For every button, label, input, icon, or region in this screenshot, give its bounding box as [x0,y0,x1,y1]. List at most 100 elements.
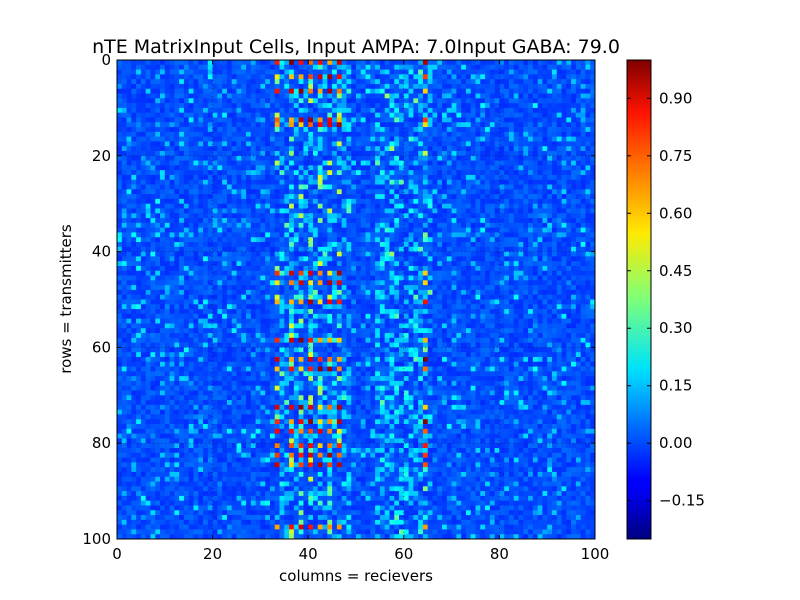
heatmap-cell [356,289,362,296]
heatmap-cell [408,256,414,262]
heatmap-cell [203,160,209,166]
heatmap-cell [451,280,457,286]
heatmap-cell [399,246,405,252]
heatmap-cell [494,237,500,243]
heatmap-cell [461,246,467,252]
heatmap-cell [399,208,405,214]
heatmap-cell [566,98,572,104]
heatmap-cell [231,289,237,296]
heatmap-cell [212,103,218,109]
heatmap-cell [528,117,534,123]
heatmap-cell [289,112,295,118]
heatmap-cell [284,117,290,123]
heatmap-cell [246,198,252,205]
heatmap-cell [470,270,476,276]
heatmap-cell [470,64,476,70]
heatmap-cell [465,203,472,209]
heatmap-cell [375,141,381,147]
heatmap-cell [513,151,519,157]
heatmap-cell [174,179,180,185]
heatmap-cell [207,131,213,137]
heatmap-cell [145,64,151,70]
heatmap-cell [279,218,285,224]
heatmap-cell [523,151,529,157]
heatmap-cell [179,155,185,161]
heatmap-cell [284,294,290,300]
heatmap-cell [246,222,252,228]
heatmap-cell [188,222,194,228]
heatmap-cell [523,194,529,200]
heatmap-cell [494,198,500,205]
heatmap-cell [384,218,390,224]
heatmap-cell [408,83,414,90]
heatmap-cell [504,256,510,262]
heatmap-cell [327,79,333,85]
heatmap-cell [456,189,462,195]
heatmap-cell [360,64,366,70]
heatmap-cell [551,237,558,243]
heatmap-cell [456,141,462,147]
heatmap-cell [246,146,252,152]
heatmap-cell [561,232,567,238]
heatmap-cell [222,285,228,291]
heatmap-cell [513,270,519,276]
heatmap-cell [231,107,237,114]
heatmap-cell [332,246,338,252]
heatmap-cell [403,256,409,262]
heatmap-cell [585,64,591,70]
heatmap-cell [293,256,299,262]
heatmap-cell [508,69,515,75]
heatmap-cell [365,69,371,75]
heatmap-cell [532,60,538,66]
heatmap-cell [389,280,395,286]
heatmap-cell [155,189,161,195]
heatmap-cell [523,155,529,161]
heatmap-cell [485,261,491,267]
heatmap-cell [160,251,166,257]
heatmap-cell [308,160,314,166]
heatmap-cell [494,146,500,152]
heatmap-cell [351,237,357,243]
heatmap-cell [408,141,414,147]
heatmap-cell [480,60,486,66]
heatmap-cell [308,136,314,142]
heatmap-cell [408,246,414,252]
heatmap-cell [422,155,429,161]
heatmap-cell [346,136,352,142]
heatmap-cell [442,194,448,200]
heatmap-cell [145,275,151,281]
heatmap-cell [451,112,457,118]
heatmap-cell [336,98,343,104]
heatmap-cell [308,198,314,205]
heatmap-cell [241,285,247,291]
heatmap-cell [312,294,319,300]
heatmap-cell [375,256,381,262]
heatmap-cell [389,127,395,133]
heatmap-cell [422,194,429,200]
heatmap-cell [131,289,137,296]
heatmap-cell [279,189,285,195]
heatmap-cell [226,203,233,209]
heatmap-cell [513,60,519,66]
heatmap-cell [504,141,510,147]
heatmap-cell [508,60,515,66]
heatmap-cell [332,170,338,176]
heatmap-cell [566,79,572,85]
heatmap-cell [432,227,438,233]
heatmap-cell [341,246,347,252]
heatmap-cell [121,246,127,252]
heatmap-cell [571,251,577,257]
heatmap-cell [136,122,142,128]
heatmap-cell [532,203,538,209]
heatmap-cell [379,289,386,296]
heatmap-cell [303,93,309,99]
heatmap-cell [499,246,505,252]
heatmap-cell [585,103,591,109]
heatmap-cell [384,103,390,109]
heatmap-cell [365,74,371,80]
heatmap-cell [121,131,127,137]
heatmap-cell [303,69,309,75]
heatmap-cell [265,146,271,152]
heatmap-cell [418,189,424,195]
heatmap-cell [346,261,352,267]
